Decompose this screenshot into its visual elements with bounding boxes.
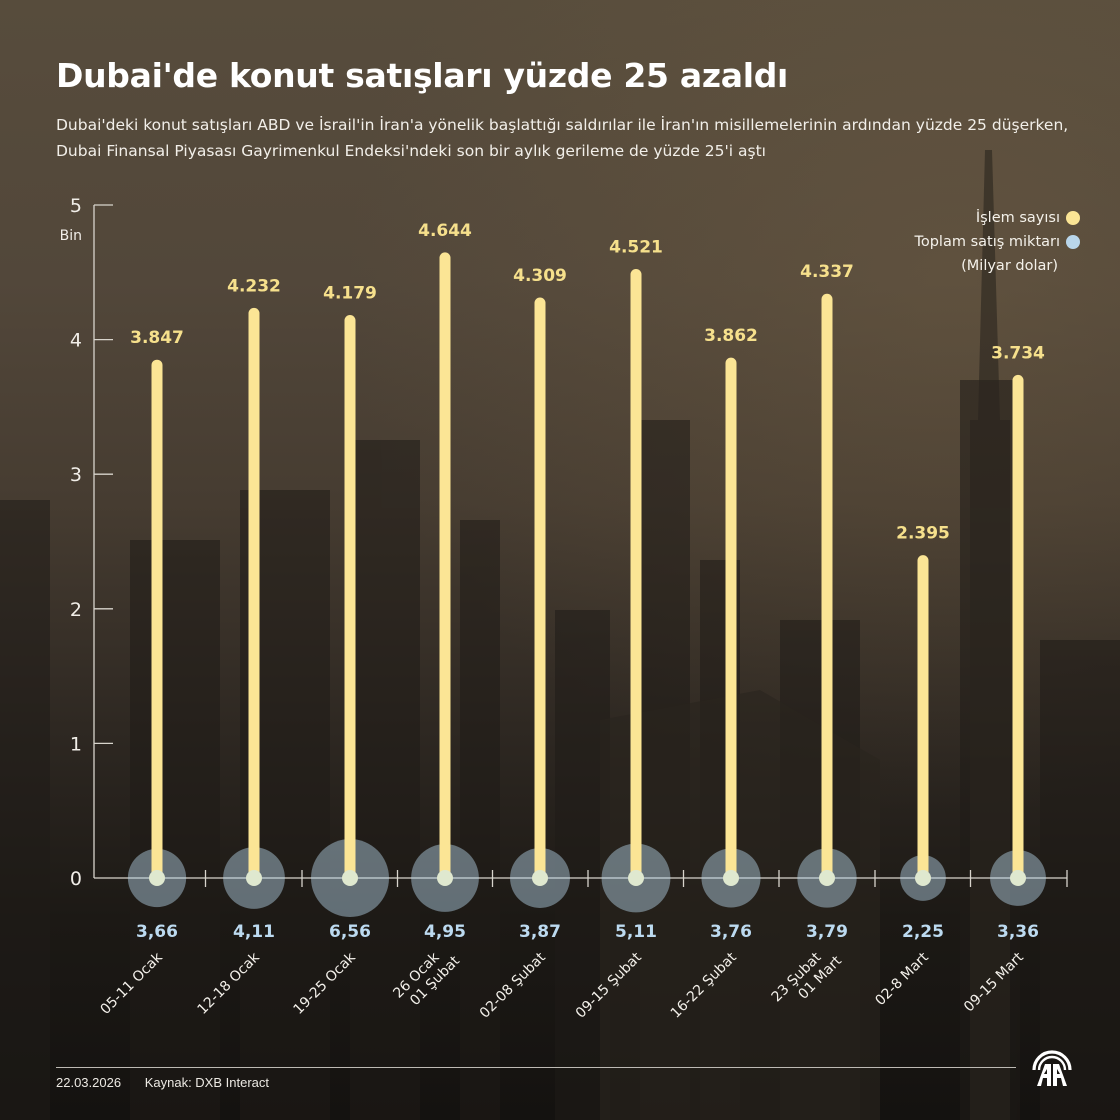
bar-base-dot (723, 870, 739, 886)
y-axis-tick-label: 1 (70, 733, 82, 755)
bar-base-dot (342, 870, 358, 886)
bubble-value-label: 4,11 (233, 922, 275, 942)
bar-value-label: 3.862 (704, 326, 758, 346)
bar-value-label: 4.232 (227, 276, 281, 296)
y-axis-tick-label: 5 (70, 195, 82, 217)
x-axis-category-label: 09-15 Mart (961, 949, 1027, 1015)
legend-label: İşlem sayısı (975, 210, 1060, 226)
chart-legend: İşlem sayısı Toplam satış miktarı (Milya… (914, 206, 1080, 278)
legend-label: Toplam satış miktarı (914, 234, 1060, 250)
aa-logo-icon (1032, 1050, 1072, 1086)
bar-base-dot (628, 870, 644, 886)
page-title: Dubai'de konut satışları yüzde 25 azaldı (56, 56, 789, 95)
bar-base-dot (1010, 870, 1026, 886)
legend-item-islem-sayisi: İşlem sayısı (914, 206, 1080, 230)
blue-dot-icon (1066, 235, 1080, 249)
y-axis-tick-label: 3 (70, 464, 82, 486)
y-axis-tick-label: 4 (70, 330, 82, 352)
bubble-value-label: 5,11 (615, 922, 657, 942)
footer-source: Kaynak: DXB Interact (144, 1075, 269, 1090)
bar-value-label: 2.395 (896, 524, 950, 544)
x-axis-category-label: 02-08 Şubat (477, 949, 549, 1021)
x-axis-category-label: 19-25 Ocak (291, 949, 360, 1018)
y-axis-unit-label: Bin (60, 228, 82, 244)
bubble-value-label: 6,56 (329, 922, 371, 942)
footer: 22.03.2026 Kaynak: DXB Interact (56, 1075, 289, 1090)
bar-value-label: 4.337 (800, 262, 854, 282)
bar-value-label: 3.734 (991, 343, 1045, 363)
x-axis-category-label: 09-15 Şubat (573, 949, 645, 1021)
x-axis-category-label: 02-8 Mart (872, 949, 932, 1009)
x-axis-category-label: 26 Ocak01 Şubat (390, 941, 463, 1014)
bar-value-label: 3.847 (130, 328, 184, 348)
bar-value-label: 4.309 (513, 266, 567, 286)
bar-value-label: 4.179 (323, 284, 377, 304)
x-axis-category-label: 23 Şubat01 Mart (769, 941, 846, 1018)
bar-base-dot (149, 870, 165, 886)
bar-base-dot (246, 870, 262, 886)
footer-date: 22.03.2026 (56, 1075, 122, 1090)
x-axis-category-label: 16-22 Şubat (668, 949, 740, 1021)
bubble-value-label: 3,76 (710, 922, 752, 942)
y-axis-tick-label: 0 (70, 868, 82, 890)
x-axis-category-label: 05-11 Ocak (98, 949, 167, 1018)
bar-base-dot (819, 870, 835, 886)
bar-base-dot (532, 870, 548, 886)
footer-divider (56, 1067, 1016, 1068)
bubble-value-label: 4,95 (424, 922, 466, 942)
bar-base-dot (437, 870, 453, 886)
bubble-value-label: 3,66 (136, 922, 178, 942)
page-subtitle: Dubai'deki konut satışları ABD ve İsrail… (56, 116, 1069, 160)
bubble-value-label: 2,25 (902, 922, 944, 942)
x-axis-category-label: 12-18 Ocak (195, 949, 264, 1018)
yellow-dot-icon (1066, 211, 1080, 225)
y-axis-tick-label: 2 (70, 599, 82, 621)
bubble-value-label: 3,79 (806, 922, 848, 942)
legend-item-toplam-satis: Toplam satış miktarı (914, 230, 1080, 254)
bar-value-label: 4.521 (609, 237, 663, 257)
bar-base-dot (915, 870, 931, 886)
bar-value-label: 4.644 (418, 221, 472, 241)
bubble-value-label: 3,36 (997, 922, 1039, 942)
bubble-value-label: 3,87 (519, 922, 561, 942)
legend-unit: (Milyar dolar) (961, 258, 1058, 274)
